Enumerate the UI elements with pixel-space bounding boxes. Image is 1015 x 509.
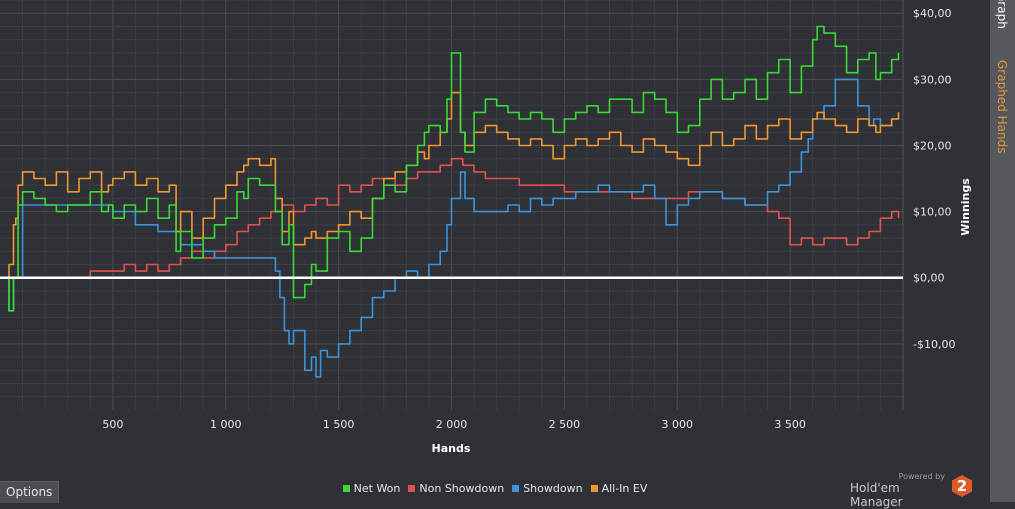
y-tick-label: $30,00 (913, 73, 952, 86)
legend-label: All-In EV (601, 482, 648, 495)
grid (0, 0, 904, 410)
y-tick-label: $10,00 (913, 206, 952, 219)
winnings-chart: 500 1 000 1 500 2 000 2 500 3 000 3 500 -$10,0… (0, 0, 972, 455)
x-tick-label: 2 500 (549, 418, 581, 431)
x-tick-label: 500 (102, 418, 123, 431)
y-tick-labels: -$10,00 $0,00 $10,00 $20,00 $30,00 $40,00 (913, 7, 955, 351)
legend-swatch (512, 485, 520, 492)
side-tab-strip: Graph Graphed Hands (990, 0, 1015, 502)
x-tick-label: 2 000 (436, 418, 468, 431)
y-tick-label: $20,00 (913, 139, 952, 152)
legend-label: Net Won (353, 482, 401, 495)
y-tick-label: $40,00 (913, 7, 952, 20)
tab-graph[interactable]: Graph (995, 0, 1009, 29)
x-axis-label: Hands (432, 442, 471, 455)
chart-area: 500 1 000 1 500 2 000 2 500 3 000 3 500 -$10,0… (0, 0, 972, 455)
series-layer (0, 25, 900, 378)
legend-item-showdown[interactable]: Showdown (512, 482, 583, 495)
series-line-net-won (0, 25, 900, 312)
legend-label: Non Showdown (419, 482, 505, 495)
x-tick-label: 1 500 (323, 418, 355, 431)
y-tick-label: -$10,00 (913, 338, 955, 351)
tab-graphed-hands[interactable]: Graphed Hands (995, 60, 1009, 154)
legend-item-net-won[interactable]: Net Won (342, 482, 401, 495)
series-line-showdown (0, 78, 899, 378)
hem2-logo-icon: 2 (952, 475, 972, 497)
legend-swatch (342, 485, 350, 492)
legend: Net Won Non Showdown Showdown All-In EV (0, 482, 990, 498)
y-tick-label: $0,00 (913, 272, 945, 285)
brand-block: Powered by Hold'em Manager 2 (850, 472, 980, 509)
legend-item-non-showdown[interactable]: Non Showdown (408, 482, 504, 495)
legend-label: Showdown (523, 482, 583, 495)
x-tick-label: 1 000 (210, 418, 242, 431)
x-tick-label: 3 500 (774, 418, 806, 431)
options-button[interactable]: Options (0, 481, 60, 503)
x-tick-labels: 500 1 000 1 500 2 000 2 500 3 000 3 500 (102, 418, 806, 431)
powered-by-text: Powered by (898, 472, 945, 481)
y-axis-label: Winnings (959, 178, 972, 236)
x-tick-label: 3 000 (662, 418, 694, 431)
legend-swatch (408, 485, 416, 492)
legend-item-all-in-ev[interactable]: All-In EV (590, 482, 648, 495)
legend-swatch (590, 485, 598, 492)
series-line-all-in-ev (0, 91, 900, 279)
brand-name: Hold'em Manager (850, 481, 903, 509)
